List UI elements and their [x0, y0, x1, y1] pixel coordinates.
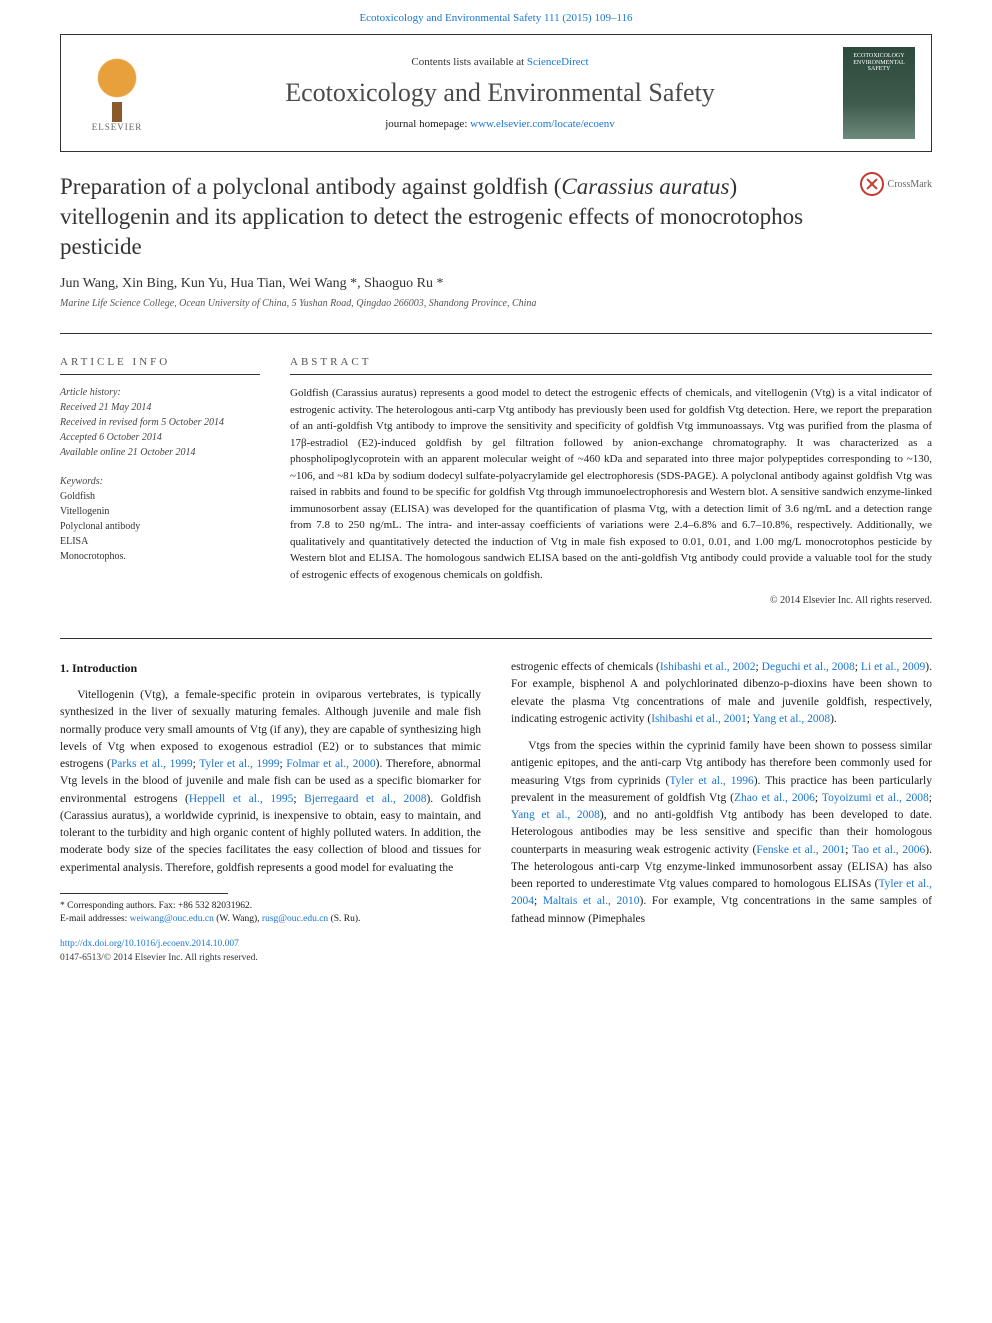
title-pre: Preparation of a polyclonal antibody aga… [60, 174, 561, 199]
journal-center: Contents lists available at ScienceDirec… [157, 56, 843, 130]
crossmark-icon [860, 172, 884, 196]
contents-line: Contents lists available at ScienceDirec… [157, 56, 843, 68]
crossmark-badge[interactable]: CrossMark [860, 172, 932, 196]
history-online: Available online 21 October 2014 [60, 445, 260, 460]
ref-link[interactable]: Li et al., 2009 [861, 661, 925, 673]
homepage-prefix: journal homepage: [385, 118, 470, 130]
text-run: estrogenic effects of chemicals ( [511, 661, 660, 673]
keyword: Monocrotophos. [60, 549, 260, 564]
ref-link[interactable]: Zhao et al., 2006 [734, 792, 815, 804]
ref-link[interactable]: Heppell et al., 1995 [189, 793, 293, 805]
ref-link[interactable]: Ishibashi et al., 2002 [660, 661, 756, 673]
affiliation: Marine Life Science College, Ocean Unive… [60, 298, 932, 309]
history-accepted: Accepted 6 October 2014 [60, 430, 260, 445]
ref-link[interactable]: Yang et al., 2008 [752, 713, 830, 725]
abstract-heading: ABSTRACT [290, 354, 932, 376]
email-name: (W. Wang), [214, 914, 262, 924]
ref-link[interactable]: Yang et al., 2008 [511, 809, 600, 821]
history-revised: Received in revised form 5 October 2014 [60, 415, 260, 430]
ref-link[interactable]: Ishibashi et al., 2001 [651, 713, 747, 725]
text-run: ; [929, 792, 932, 804]
keyword: ELISA [60, 534, 260, 549]
elsevier-logo: ELSEVIER [77, 48, 157, 138]
authors-line: Jun Wang, Xin Bing, Kun Yu, Hua Tian, We… [60, 276, 932, 292]
body-left-column: 1. Introduction Vitellogenin (Vtg), a fe… [60, 659, 481, 965]
sciencedirect-link[interactable]: ScienceDirect [527, 56, 589, 68]
homepage-link[interactable]: www.elsevier.com/locate/ecoenv [470, 118, 615, 130]
text-run: ; [293, 793, 304, 805]
ref-link[interactable]: Maltais et al., 2010 [543, 895, 640, 907]
elsevier-tree-icon [87, 54, 147, 114]
ref-link[interactable]: Deguchi et al., 2008 [762, 661, 855, 673]
abstract-copyright: © 2014 Elsevier Inc. All rights reserved… [290, 593, 932, 608]
ref-link[interactable]: Tyler et al., 1999 [199, 758, 279, 770]
text-run: ; [815, 792, 822, 804]
email-line: E-mail addresses: weiwang@ouc.edu.cn (W.… [60, 913, 481, 926]
intro-paragraph-1: Vitellogenin (Vtg), a female-specific pr… [60, 687, 481, 877]
cover-text-2: ENVIRONMENTAL [853, 60, 905, 67]
cover-text-3: SAFETY [868, 66, 891, 73]
title-italic: Carassius auratus [561, 174, 729, 199]
ref-link[interactable]: Folmar et al., 2000 [286, 758, 375, 770]
history-received: Received 21 May 2014 [60, 400, 260, 415]
ref-link[interactable]: Fenske et al., 2001 [756, 844, 845, 856]
abstract-column: ABSTRACT Goldfish (Carassius auratus) re… [290, 354, 932, 609]
doi-line: http://dx.doi.org/10.1016/j.ecoenv.2014.… [60, 937, 481, 951]
journal-homepage: journal homepage: www.elsevier.com/locat… [157, 118, 843, 130]
footnotes: * Corresponding authors. Fax: +86 532 82… [60, 900, 481, 927]
text-run: ; [534, 895, 543, 907]
intro-paragraph-2: Vtgs from the species within the cyprini… [511, 738, 932, 928]
article-title: Preparation of a polyclonal antibody aga… [60, 172, 844, 262]
article-info-heading: ARTICLE INFO [60, 354, 260, 376]
elsevier-label: ELSEVIER [92, 122, 143, 132]
ref-link[interactable]: Parks et al., 1999 [111, 758, 193, 770]
history-label: Article history: [60, 385, 260, 400]
crossmark-label: CrossMark [888, 179, 932, 190]
email-name: (S. Ru). [328, 914, 360, 924]
cover-text-1: ECOTOXICOLOGY [853, 53, 904, 60]
email-link[interactable]: weiwang@ouc.edu.cn [130, 914, 214, 924]
keyword: Goldfish [60, 489, 260, 504]
abstract-text: Goldfish (Carassius auratus) represents … [290, 385, 932, 583]
intro-paragraph-1-cont: estrogenic effects of chemicals (Ishibas… [511, 659, 932, 728]
email-link[interactable]: rusg@ouc.edu.cn [262, 914, 328, 924]
ref-link[interactable]: Tyler et al., 1996 [669, 775, 753, 787]
journal-header-box: ELSEVIER Contents lists available at Sci… [60, 34, 932, 152]
ref-link[interactable]: Toyoizumi et al., 2008 [822, 792, 929, 804]
issn-line: 0147-6513/© 2014 Elsevier Inc. All right… [60, 951, 481, 965]
keyword: Vitellogenin [60, 504, 260, 519]
keyword: Polyclonal antibody [60, 519, 260, 534]
text-run: ). [830, 713, 837, 725]
doi-link[interactable]: http://dx.doi.org/10.1016/j.ecoenv.2014.… [60, 939, 239, 949]
body-right-column: estrogenic effects of chemicals (Ishibas… [511, 659, 932, 965]
keywords-label: Keywords: [60, 474, 260, 489]
header-citation: Ecotoxicology and Environmental Safety 1… [0, 0, 992, 34]
citation-link[interactable]: Ecotoxicology and Environmental Safety 1… [359, 12, 632, 24]
journal-cover-thumb: ECOTOXICOLOGY ENVIRONMENTAL SAFETY [843, 47, 915, 139]
ref-link[interactable]: Tao et al., 2006 [852, 844, 925, 856]
journal-title: Ecotoxicology and Environmental Safety [157, 78, 843, 108]
section-heading-intro: 1. Introduction [60, 659, 481, 677]
ref-link[interactable]: Bjerregaard et al., 2008 [304, 793, 426, 805]
footnote-separator [60, 893, 228, 894]
corresponding-author-note: * Corresponding authors. Fax: +86 532 82… [60, 900, 481, 913]
emails-label: E-mail addresses: [60, 914, 130, 924]
text-run: ; [845, 844, 852, 856]
article-info-sidebar: ARTICLE INFO Article history: Received 2… [60, 354, 260, 609]
contents-prefix: Contents lists available at [411, 56, 526, 68]
